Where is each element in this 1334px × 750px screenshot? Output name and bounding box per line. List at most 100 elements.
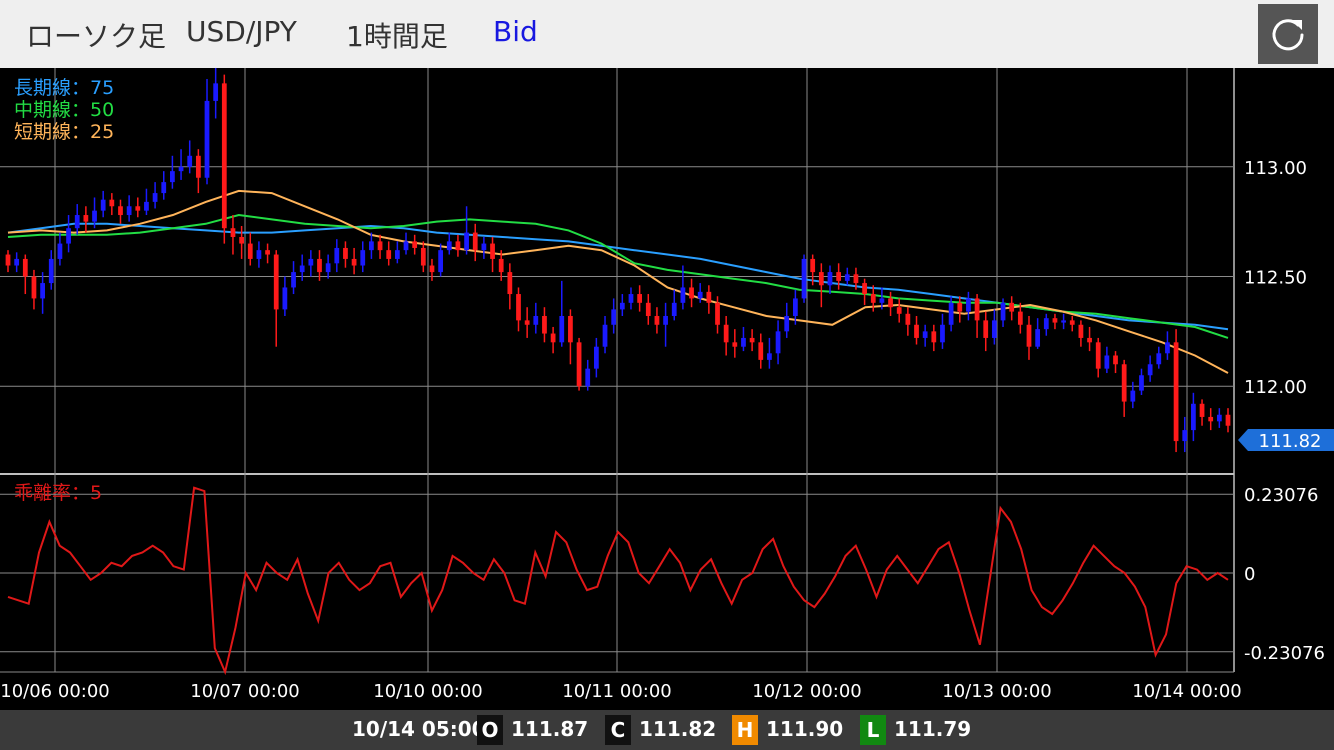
- price-tick-label: 112.00: [1244, 377, 1307, 398]
- candle: [1191, 392, 1196, 442]
- candle: [273, 250, 279, 347]
- candle-body: [57, 243, 63, 259]
- candle: [533, 302, 539, 334]
- candle-body: [775, 331, 781, 354]
- candle-body: [576, 342, 582, 387]
- candle-body: [1000, 302, 1006, 321]
- candle-body: [204, 100, 210, 178]
- candle-body: [870, 294, 876, 303]
- candle: [507, 263, 513, 310]
- refresh-icon: [1272, 19, 1304, 51]
- price-type-label[interactable]: Bid: [493, 15, 538, 48]
- candle: [490, 236, 495, 273]
- candle-body: [403, 241, 409, 251]
- candle: [14, 252, 20, 273]
- candle: [420, 241, 426, 273]
- candle-body: [1035, 329, 1041, 347]
- currency-pair-label[interactable]: USD/JPY: [186, 15, 297, 48]
- candle: [40, 272, 45, 314]
- candle-body: [195, 155, 201, 178]
- candle: [144, 188, 149, 216]
- candle: [810, 254, 816, 286]
- candle-body: [394, 250, 400, 259]
- candle: [221, 74, 227, 244]
- candle-body: [144, 201, 149, 211]
- candle: [1147, 355, 1153, 382]
- candle: [654, 307, 660, 334]
- candle-body: [1026, 324, 1032, 347]
- deviation-tick-label: 0: [1244, 564, 1255, 585]
- refresh-button[interactable]: [1258, 4, 1318, 64]
- candle-body: [741, 337, 746, 347]
- candle-body: [282, 287, 288, 310]
- timeframe-label[interactable]: 1時間足: [346, 20, 448, 53]
- candle-body: [1216, 414, 1222, 422]
- candle-body: [48, 258, 54, 284]
- candle-body: [490, 243, 495, 259]
- candle-body: [568, 315, 573, 343]
- candle-body: [325, 263, 331, 273]
- deviation-tick-label: -0.23076: [1244, 643, 1325, 664]
- candle-body: [498, 258, 504, 273]
- candle: [481, 236, 487, 259]
- ohlc-bar: 10/14 05:00 O 111.87 C 111.82 H 111.90 L…: [0, 710, 1334, 750]
- candle: [1121, 359, 1127, 417]
- candle-body: [654, 315, 660, 325]
- candle-body: [507, 272, 513, 295]
- candle-body: [464, 232, 469, 251]
- candle-body: [1043, 318, 1049, 330]
- candle: [1043, 313, 1049, 336]
- candle-body: [593, 346, 599, 369]
- candle-body: [317, 258, 322, 273]
- candle-body: [836, 272, 842, 281]
- candle-body: [689, 287, 694, 299]
- close-badge: C: [605, 715, 631, 745]
- candle-body: [247, 243, 253, 259]
- candle-body: [1165, 342, 1170, 354]
- candle-body: [1130, 390, 1136, 402]
- candle: [818, 263, 824, 308]
- candle: [611, 298, 617, 334]
- candle: [256, 241, 262, 268]
- candle-body: [931, 331, 937, 343]
- candle-body: [170, 171, 175, 183]
- legend-long-ma: 長期線：75: [14, 77, 114, 99]
- candle: [827, 265, 833, 295]
- candle-body: [896, 307, 902, 314]
- candle-body: [1121, 364, 1127, 402]
- candle: [178, 149, 184, 180]
- candle-body: [40, 283, 45, 299]
- current-price-tag-shape: [1238, 429, 1334, 451]
- candle-body: [265, 250, 270, 255]
- candle: [801, 254, 807, 303]
- candle-body: [1173, 342, 1179, 442]
- chart-area[interactable]: 113.00 112.50 112.00 0.23076 0 -0.23076 10/0…: [0, 68, 1334, 710]
- legend-deviation: 乖離率：5: [14, 482, 102, 504]
- candle-body: [239, 236, 244, 244]
- price-tick-label: 113.00: [1244, 158, 1307, 179]
- candle-body: [966, 298, 971, 312]
- time-tick-label: 10/14 00:00: [1132, 681, 1241, 702]
- chart-kind-label[interactable]: ローソク足: [26, 20, 167, 53]
- candle: [464, 206, 469, 255]
- candle-body: [645, 302, 651, 316]
- candle: [888, 291, 893, 316]
- candle-body: [715, 302, 720, 325]
- low-badge: L: [860, 715, 886, 745]
- candle-body: [680, 287, 686, 303]
- candle: [446, 232, 452, 255]
- candle-body: [334, 247, 340, 264]
- time-axis: 10/06 00:00 10/07 00:00 10/10 00:00 10/11 0…: [0, 681, 1241, 702]
- candle-body: [100, 199, 106, 211]
- candle: [57, 232, 63, 266]
- candle-body: [369, 241, 374, 251]
- time-tick-label: 10/06 00:00: [0, 681, 109, 702]
- candle-body: [524, 320, 530, 325]
- candle: [706, 285, 712, 314]
- candle: [758, 333, 764, 369]
- candle: [879, 287, 885, 310]
- time-tick-label: 10/11 00:00: [562, 681, 671, 702]
- candle-body: [135, 206, 141, 211]
- candle-body: [109, 199, 115, 207]
- candle-body: [922, 331, 928, 338]
